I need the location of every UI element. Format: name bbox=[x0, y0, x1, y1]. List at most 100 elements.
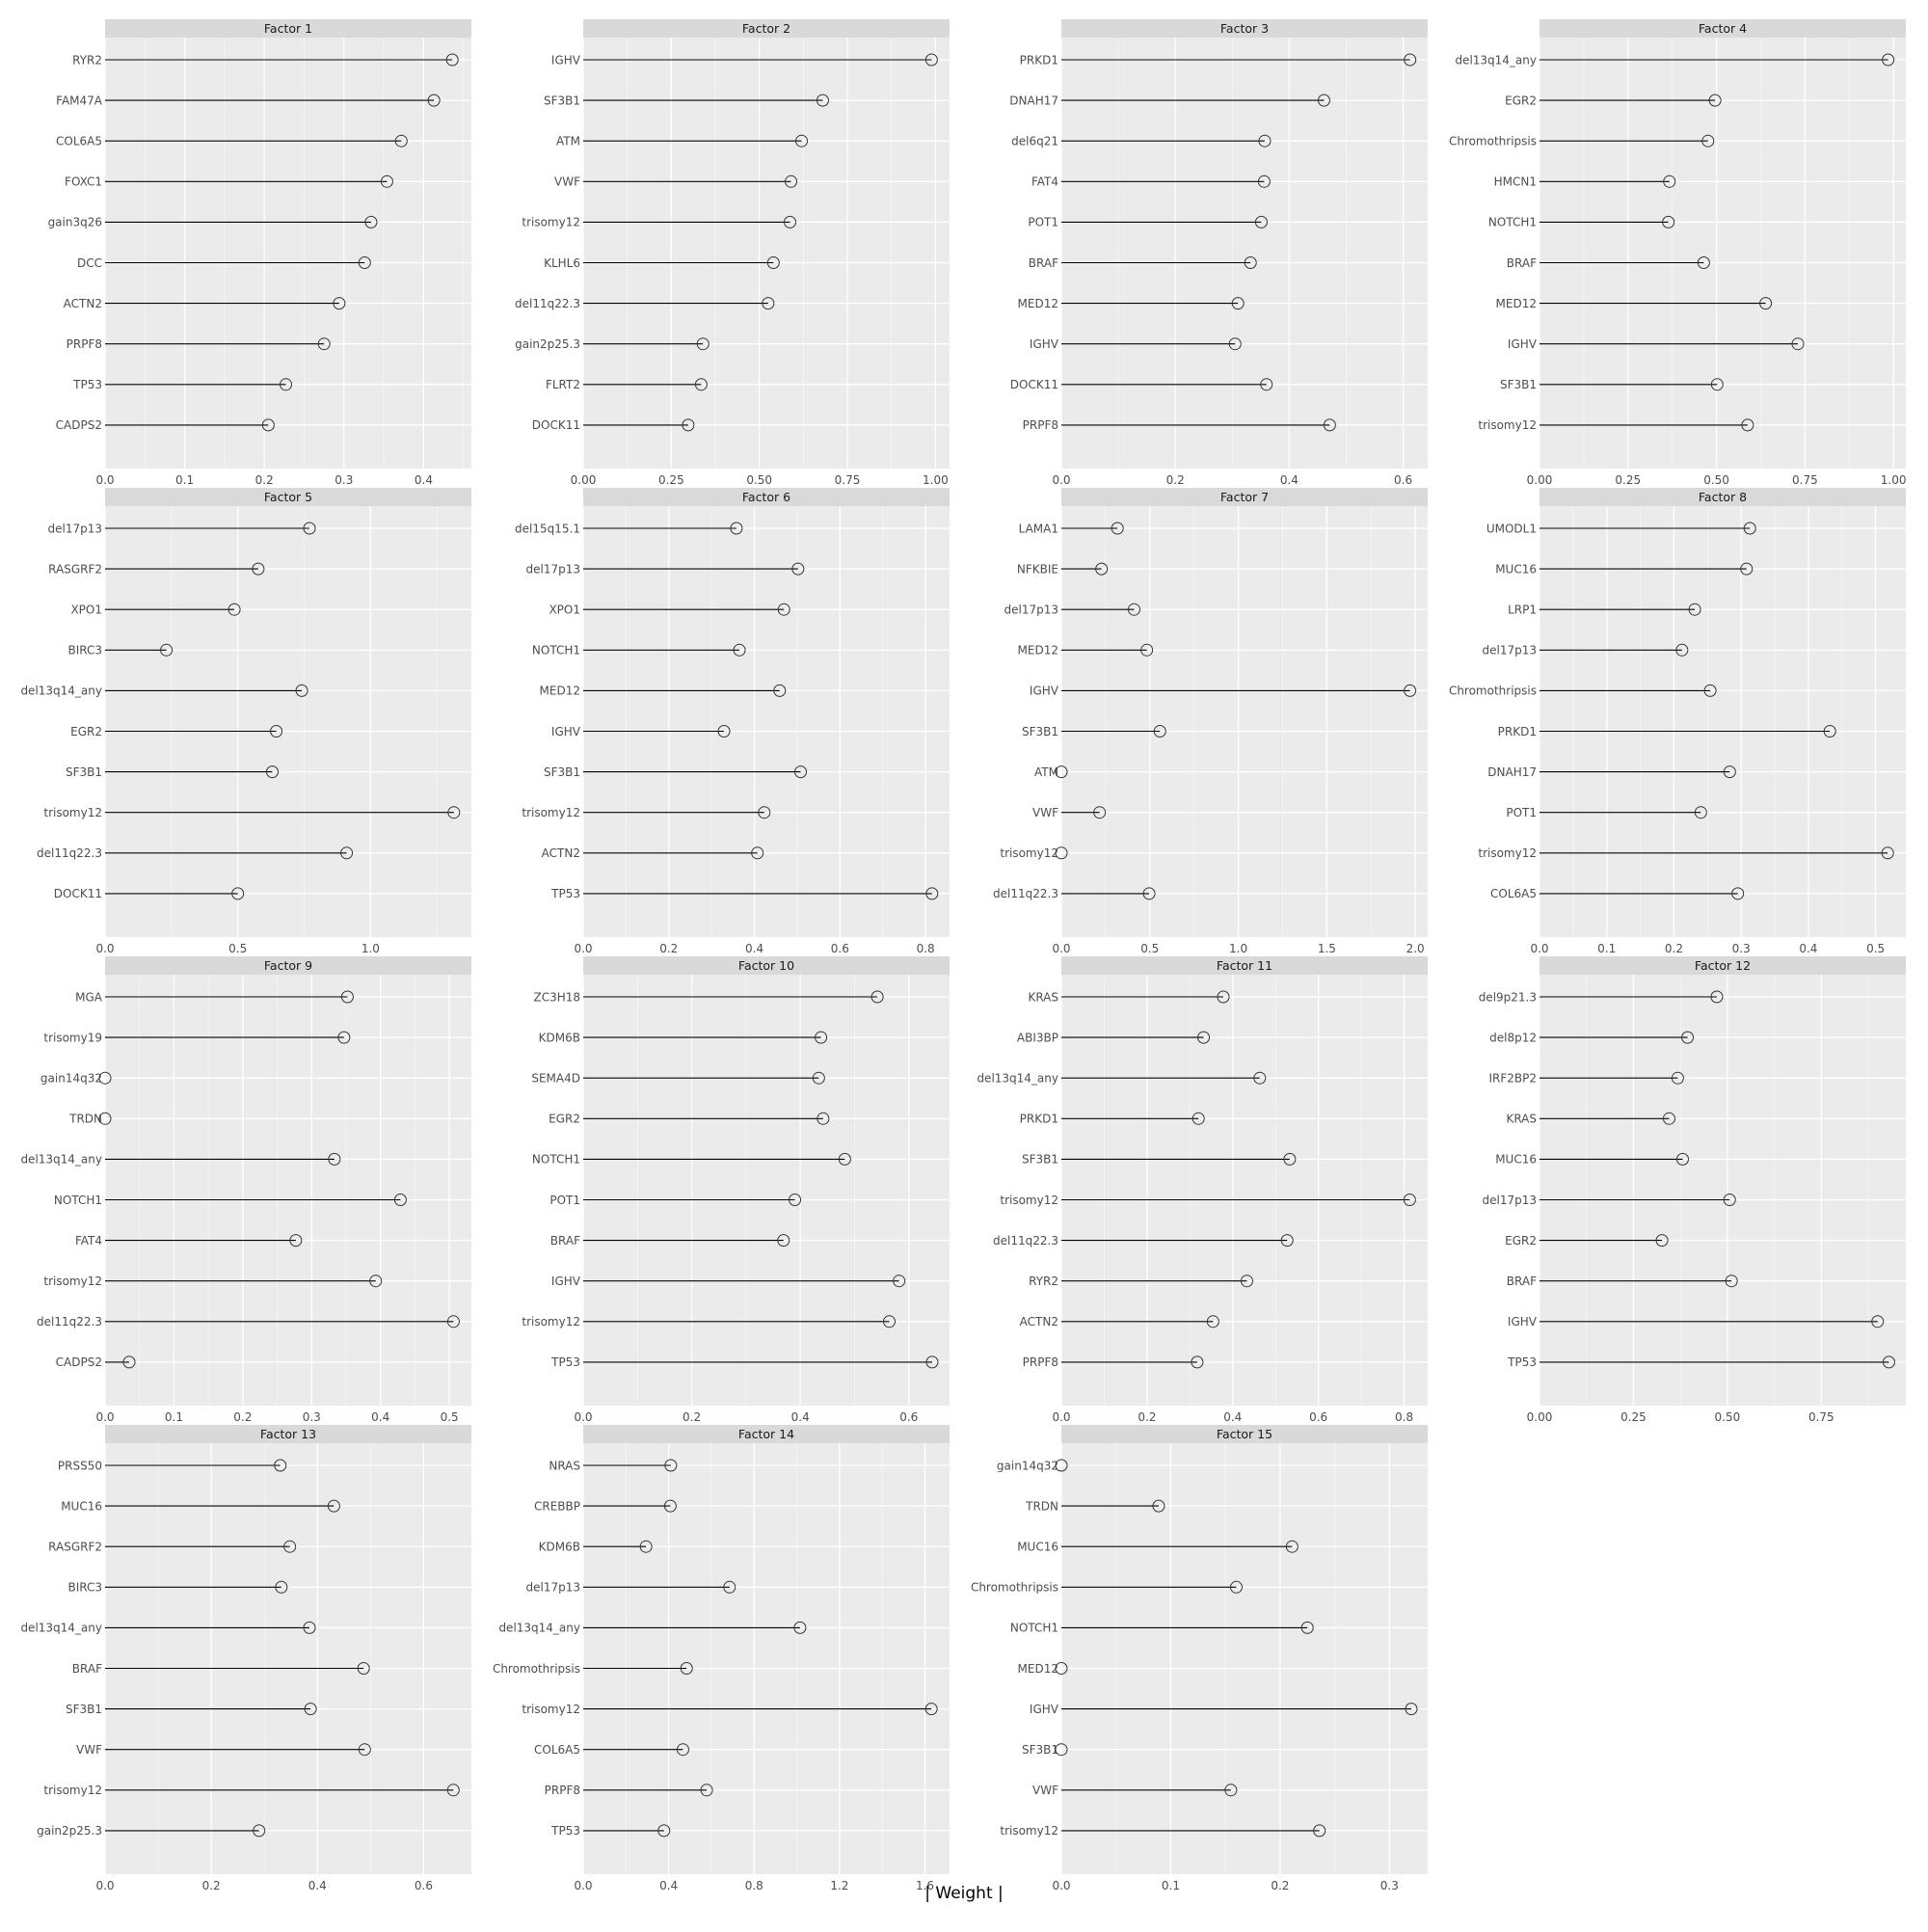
y-tick-label: MUC16 bbox=[1495, 1153, 1537, 1167]
facet-panel: Factor 12 del9p21.3 del8p12 IRF2BP2 KRAS MUC1… bbox=[1479, 956, 1906, 1424]
lollipop-point bbox=[295, 684, 308, 697]
y-tick-label: PRPF8 bbox=[545, 1784, 580, 1797]
lollipop-point bbox=[1055, 1743, 1068, 1757]
x-tick-label: 0.1 bbox=[165, 1410, 183, 1424]
lollipop-point bbox=[1229, 1580, 1243, 1594]
lollipop-point bbox=[1244, 256, 1257, 269]
lollipop-point bbox=[785, 174, 798, 188]
y-tick-label: ABI3BP bbox=[1017, 1031, 1058, 1044]
facet-strip bbox=[105, 19, 471, 38]
y-tick-label: trisomy19 bbox=[43, 1031, 102, 1044]
facet-panel: Factor 6 del15q15.1 del17p13 XPO1 NOTCH1 MED1… bbox=[515, 488, 950, 955]
lollipop-point bbox=[1142, 887, 1156, 900]
y-tick-label: del13q14_any bbox=[20, 684, 102, 698]
y-tick-label: del11q22.3 bbox=[37, 1315, 102, 1328]
y-tick-label: POT1 bbox=[1506, 806, 1537, 819]
lollipop-point bbox=[446, 1315, 460, 1328]
y-tick-label: trisomy12 bbox=[522, 216, 580, 229]
lollipop-point bbox=[1701, 134, 1715, 148]
x-tick-label: 0.50 bbox=[1703, 473, 1729, 487]
x-tick-label: 0.6 bbox=[899, 1410, 918, 1424]
y-tick-label: del8p12 bbox=[1489, 1031, 1537, 1044]
facet-title: Factor 13 bbox=[260, 1427, 316, 1441]
lollipop-point bbox=[766, 256, 780, 269]
x-tick-label: 0.3 bbox=[335, 473, 353, 487]
y-tick-label: del17p13 bbox=[1483, 1194, 1538, 1207]
y-tick-label: LRP1 bbox=[1508, 604, 1537, 617]
y-tick-label: KDM6B bbox=[539, 1541, 580, 1554]
facet-strip bbox=[105, 956, 471, 975]
y-tick-label: RYR2 bbox=[1029, 1275, 1058, 1288]
panel-background bbox=[1540, 38, 1906, 469]
y-tick-label: MGA bbox=[75, 990, 103, 1004]
y-tick-label: EGR2 bbox=[1505, 94, 1537, 107]
lollipop-point bbox=[1731, 887, 1745, 900]
y-tick-label: Chromothripsis bbox=[493, 1662, 580, 1676]
lollipop-point bbox=[289, 1234, 303, 1248]
facet-title: Factor 14 bbox=[738, 1427, 794, 1441]
lollipop-point bbox=[393, 1194, 407, 1206]
facet-panel: Factor 10 ZC3H18 KDM6B SEMA4D EGR2 NOTCH1 POT1… bbox=[522, 956, 950, 1424]
y-tick-label: del13q14_any bbox=[977, 1072, 1058, 1086]
lollipop-point bbox=[1791, 337, 1805, 351]
facet-title: Factor 6 bbox=[742, 490, 790, 504]
lollipop-point bbox=[664, 1459, 678, 1472]
lollipop-point bbox=[773, 684, 787, 697]
y-tick-label: NOTCH1 bbox=[54, 1194, 102, 1207]
y-tick-label: NRAS bbox=[549, 1459, 580, 1472]
panel-background bbox=[1061, 975, 1428, 1406]
lollipop-point bbox=[369, 1275, 383, 1288]
y-tick-label: PRKD1 bbox=[1020, 53, 1058, 67]
y-tick-label: SF3B1 bbox=[1022, 725, 1058, 738]
y-tick-label: MED12 bbox=[1496, 297, 1537, 310]
facet-title: Factor 1 bbox=[264, 21, 312, 36]
y-tick-label: gain2p25.3 bbox=[37, 1824, 102, 1838]
panel-background bbox=[583, 1443, 950, 1874]
lollipop-point bbox=[762, 297, 775, 310]
facet-panel: Factor 1 RYR2 FAM47A COL6A5 FOXC1 gain3q26 DCC… bbox=[48, 19, 471, 487]
lollipop-point bbox=[783, 215, 796, 228]
lollipop-point bbox=[751, 846, 764, 860]
lollipop-point bbox=[1300, 1621, 1314, 1634]
lollipop-point bbox=[1871, 1315, 1885, 1328]
lollipop-point bbox=[1231, 297, 1245, 310]
lollipop-point bbox=[427, 94, 441, 107]
lollipop-point bbox=[1882, 1355, 1895, 1369]
facet-panel: Factor 15 gain14q32 TRDN MUC16 Chromothripsi… bbox=[971, 1425, 1428, 1892]
y-tick-label: VWF bbox=[1032, 806, 1058, 819]
y-tick-label: BIRC3 bbox=[67, 1581, 102, 1595]
lollipop-point bbox=[1743, 522, 1756, 535]
facet-panel: Factor 4 del13q14_any EGR2 Chromothripsis HM… bbox=[1449, 19, 1907, 487]
lollipop-point bbox=[1217, 990, 1230, 1004]
y-tick-label: PRKD1 bbox=[1498, 725, 1537, 738]
y-tick-label: trisomy12 bbox=[1000, 1194, 1058, 1207]
y-tick-label: TP53 bbox=[550, 1355, 580, 1369]
y-tick-label: FAT4 bbox=[1031, 175, 1058, 189]
y-tick-label: MUC16 bbox=[1495, 562, 1537, 576]
facet-panel: Factor 2 IGHV SF3B1 ATM VWF trisomy12 KLHL6 del… bbox=[515, 19, 950, 487]
y-tick-label: Chromothripsis bbox=[1449, 684, 1537, 698]
x-tick-label: 0.1 bbox=[1162, 1879, 1180, 1892]
lollipop-point bbox=[1055, 846, 1068, 860]
y-tick-label: IGHV bbox=[551, 1275, 581, 1288]
x-tick-label: 0.4 bbox=[308, 1879, 327, 1892]
lollipop-point bbox=[657, 1824, 671, 1838]
y-tick-label: MED12 bbox=[1018, 1662, 1058, 1676]
facet-strip bbox=[1061, 488, 1428, 506]
lollipop-point bbox=[228, 603, 241, 616]
x-tick-label: 0.4 bbox=[371, 1410, 389, 1424]
y-tick-label: SF3B1 bbox=[544, 765, 580, 779]
lollipop-point bbox=[793, 1621, 807, 1634]
lollipop-point bbox=[1694, 806, 1707, 819]
x-tick-label: 0.0 bbox=[1052, 942, 1070, 955]
lollipop-point bbox=[777, 1234, 790, 1248]
lollipop-point bbox=[680, 1662, 693, 1675]
y-tick-label: trisomy12 bbox=[1000, 1824, 1058, 1838]
lollipop-point bbox=[1055, 1662, 1068, 1675]
lollipop-point bbox=[1206, 1315, 1219, 1328]
lollipop-point bbox=[1260, 378, 1273, 391]
y-tick-label: EGR2 bbox=[549, 1113, 580, 1126]
y-tick-label: RASGRF2 bbox=[48, 562, 102, 576]
y-tick-label: BRAF bbox=[1507, 256, 1537, 270]
lollipop-point bbox=[1882, 53, 1895, 67]
